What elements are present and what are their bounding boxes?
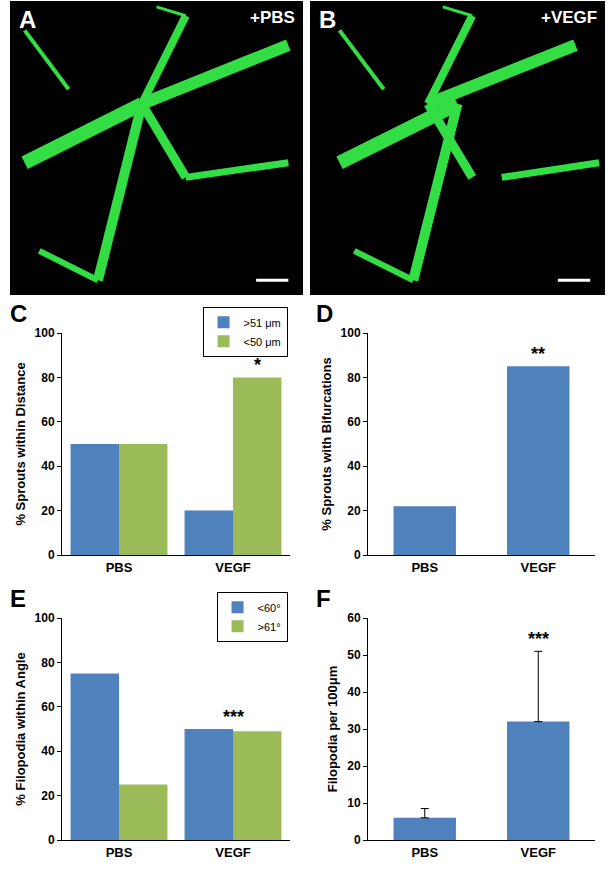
svg-text:60: 60 xyxy=(41,415,55,429)
svg-text:30: 30 xyxy=(347,722,361,736)
svg-text:0: 0 xyxy=(48,833,55,847)
svg-text:PBS: PBS xyxy=(411,845,438,860)
svg-text:% Filopodia within Angle: % Filopodia within Angle xyxy=(13,652,28,805)
svg-text:20: 20 xyxy=(41,504,55,518)
svg-text:60: 60 xyxy=(347,415,361,429)
svg-text:60: 60 xyxy=(41,700,55,714)
svg-text:VEGF: VEGF xyxy=(215,845,250,860)
svg-text:D: D xyxy=(316,300,333,327)
svg-text:E: E xyxy=(10,585,26,612)
svg-text:100: 100 xyxy=(35,326,55,340)
svg-text:PBS: PBS xyxy=(106,845,133,860)
svg-text:+VEGF: +VEGF xyxy=(541,8,597,27)
svg-text:***: *** xyxy=(528,629,549,649)
svg-text:F: F xyxy=(316,585,331,612)
svg-text:>61°: >61° xyxy=(258,621,281,633)
svg-text:C: C xyxy=(10,300,27,327)
svg-text:0: 0 xyxy=(354,548,361,562)
svg-text:20: 20 xyxy=(347,759,361,773)
svg-text:>51 μm: >51 μm xyxy=(244,317,281,329)
svg-text:VEGF: VEGF xyxy=(215,560,250,575)
svg-text:*: * xyxy=(254,355,261,375)
svg-text:PBS: PBS xyxy=(106,560,133,575)
svg-text:B: B xyxy=(319,6,336,33)
svg-text:**: ** xyxy=(531,344,545,364)
svg-text:100: 100 xyxy=(35,611,55,625)
svg-text:VEGF: VEGF xyxy=(521,560,556,575)
svg-text:% Sprouts with Bifurcations: % Sprouts with Bifurcations xyxy=(319,357,334,530)
svg-text:***: *** xyxy=(223,707,244,727)
svg-text:40: 40 xyxy=(347,685,361,699)
svg-text:50: 50 xyxy=(347,648,361,662)
svg-text:10: 10 xyxy=(347,796,361,810)
svg-text:80: 80 xyxy=(41,371,55,385)
svg-text:% Sprouts within Distance: % Sprouts within Distance xyxy=(13,362,28,525)
svg-text:40: 40 xyxy=(347,459,361,473)
svg-text:40: 40 xyxy=(41,459,55,473)
svg-text:80: 80 xyxy=(41,656,55,670)
svg-text:0: 0 xyxy=(48,548,55,562)
svg-text:80: 80 xyxy=(347,371,361,385)
svg-text:+PBS: +PBS xyxy=(250,8,295,27)
svg-text:60: 60 xyxy=(347,611,361,625)
svg-text:0: 0 xyxy=(354,833,361,847)
svg-text:20: 20 xyxy=(347,504,361,518)
svg-text:PBS: PBS xyxy=(411,560,438,575)
svg-text:40: 40 xyxy=(41,744,55,758)
svg-text:20: 20 xyxy=(41,789,55,803)
svg-text:A: A xyxy=(19,6,36,33)
svg-text:100: 100 xyxy=(341,326,361,340)
svg-text:<50 μm: <50 μm xyxy=(244,336,281,348)
svg-text:<60°: <60° xyxy=(258,602,281,614)
svg-text:Filopodia per 100μm: Filopodia per 100μm xyxy=(325,666,340,792)
svg-text:VEGF: VEGF xyxy=(521,845,556,860)
